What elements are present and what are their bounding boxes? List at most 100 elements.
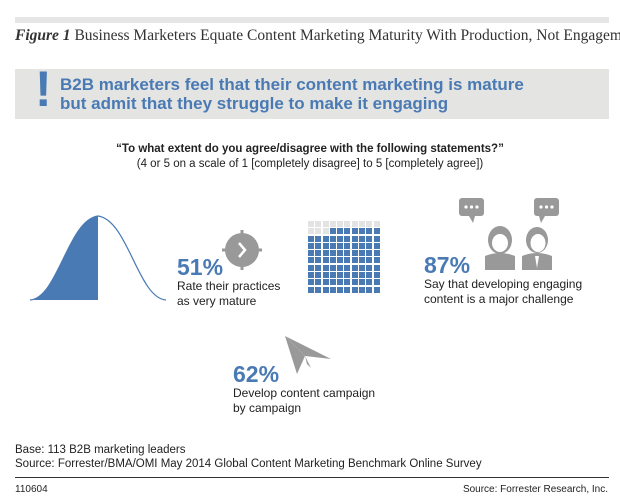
grid-cell-filled: [337, 228, 344, 235]
grid-cell-filled: [359, 228, 366, 235]
headline-line-2: but admit that they struggle to make it …: [60, 94, 449, 113]
grid-cell-filled: [315, 250, 322, 257]
grid-cell-empty: [315, 228, 322, 235]
description-line: Say that developing engaging: [424, 277, 583, 291]
waffle-grid-87: [308, 221, 380, 293]
grid-cell-filled: [373, 235, 380, 242]
grid-cell-filled: [308, 235, 314, 242]
grid-cell-filled: [373, 250, 380, 257]
grid-cell-empty: [337, 221, 344, 227]
grid-cell-filled: [373, 242, 380, 249]
grid-cell-filled: [359, 279, 366, 286]
footer-source: Source: Forrester Research, Inc.: [462, 484, 608, 495]
grid-cell-filled: [315, 235, 322, 242]
grid-cell-filled: [337, 286, 344, 293]
exclamation-icon: !: [35, 61, 52, 117]
grid-cell-filled: [351, 279, 358, 286]
grid-cell-filled: [344, 286, 351, 293]
grid-cell-filled: [344, 250, 351, 257]
grid-cell-filled: [315, 279, 322, 286]
grid-cell-filled: [366, 257, 373, 264]
stat-challenge-description: Say that developing engaging content is …: [424, 277, 582, 307]
clock-icon: [222, 230, 262, 270]
grid-cell-empty: [308, 228, 314, 235]
grid-cell-filled: [329, 279, 336, 286]
grid-cell-filled: [351, 242, 358, 249]
grid-cell-empty: [322, 228, 329, 235]
headline-line-1: B2B marketers feel that their content ma…: [60, 75, 524, 94]
grid-cell-filled: [373, 257, 380, 264]
grid-cell-filled: [351, 272, 358, 279]
grid-cell-filled: [337, 235, 344, 242]
grid-cell-filled: [315, 272, 322, 279]
grid-cell-filled: [308, 279, 314, 286]
grid-cell-filled: [322, 264, 329, 271]
grid-cell-empty: [315, 221, 322, 227]
headline-banner: [15, 69, 609, 119]
grid-cell-empty: [308, 221, 314, 227]
grid-cell-filled: [329, 264, 336, 271]
grid-cell-filled: [337, 242, 344, 249]
grid-cell-filled: [344, 279, 351, 286]
grid-cell-empty: [373, 221, 380, 227]
grid-cell-filled: [359, 250, 366, 257]
grid-cell-filled: [344, 235, 351, 242]
grid-cell-filled: [337, 272, 344, 279]
grid-cell-filled: [308, 257, 314, 264]
grid-cell-filled: [315, 264, 322, 271]
grid-cell-filled: [359, 235, 366, 242]
grid-cell-filled: [366, 272, 373, 279]
grid-cell-filled: [359, 272, 366, 279]
grid-cell-filled: [315, 286, 322, 293]
bell-curve-icon: [29, 215, 167, 301]
grid-cell-filled: [366, 279, 373, 286]
grid-cell-filled: [329, 250, 336, 257]
grid-cell-filled: [366, 242, 373, 249]
grid-cell-filled: [308, 242, 314, 249]
grid-cell-filled: [329, 228, 336, 235]
grid-cell-filled: [344, 272, 351, 279]
grid-cell-filled: [366, 264, 373, 271]
grid-cell-filled: [329, 286, 336, 293]
grid-cell-filled: [322, 279, 329, 286]
grid-cell-filled: [373, 279, 380, 286]
grid-cell-filled: [366, 250, 373, 257]
grid-cell-filled: [337, 264, 344, 271]
grid-cell-empty: [366, 221, 373, 227]
grid-cell-filled: [308, 250, 314, 257]
stat-campaign-percent: 62%: [233, 361, 280, 387]
grid-cell-filled: [322, 235, 329, 242]
people-chat-icon: [459, 198, 559, 270]
grid-cell-empty: [322, 221, 329, 227]
description-line: as very mature: [177, 294, 257, 308]
grid-cell-filled: [344, 264, 351, 271]
grid-cell-filled: [359, 264, 366, 271]
grid-cell-filled: [322, 257, 329, 264]
stat-challenge-percent: 87%: [424, 252, 471, 278]
figure-label: Figure 1: [15, 27, 71, 44]
grid-cell-filled: [373, 286, 380, 293]
top-divider: [15, 17, 609, 23]
grid-cell-filled: [322, 250, 329, 257]
grid-cell-filled: [322, 242, 329, 249]
grid-cell-filled: [344, 242, 351, 249]
description-line: Rate their practices: [177, 279, 281, 293]
base-text: Base: 113 B2B marketing leaders: [15, 444, 186, 456]
grid-cell-filled: [344, 257, 351, 264]
grid-cell-filled: [373, 264, 380, 271]
grid-cell-filled: [322, 272, 329, 279]
grid-cell-filled: [329, 235, 336, 242]
grid-cell-filled: [337, 257, 344, 264]
source-text: Source: Forrester/BMA/OMI May 2014 Globa…: [15, 458, 482, 470]
grid-cell-filled: [308, 272, 314, 279]
headline: B2B marketers feel that their content ma…: [60, 75, 524, 113]
paper-plane-icon: [285, 336, 331, 374]
stat-maturity-percent: 51%: [177, 254, 224, 280]
grid-cell-filled: [359, 242, 366, 249]
grid-cell-empty: [359, 221, 366, 227]
grid-cell-filled: [351, 250, 358, 257]
grid-cell-empty: [329, 221, 336, 227]
figure-title-text: Business Marketers Equate Content Market…: [74, 27, 620, 44]
grid-cell-filled: [337, 279, 344, 286]
